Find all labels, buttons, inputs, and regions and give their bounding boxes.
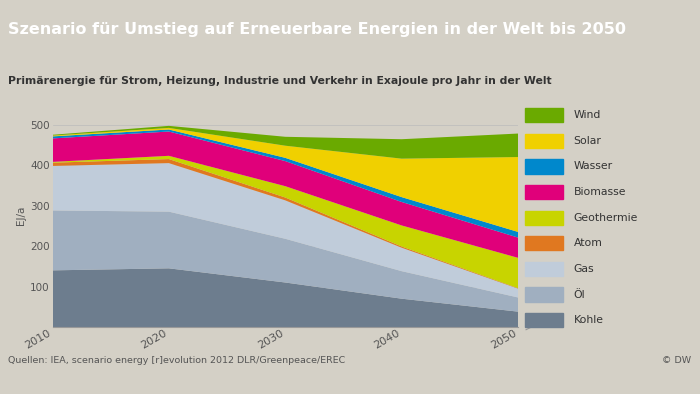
Bar	[525, 288, 564, 301]
Text: Öl: Öl	[573, 290, 585, 299]
Bar	[525, 262, 564, 276]
Bar	[525, 236, 564, 250]
Text: © DW: © DW	[662, 356, 692, 365]
Text: Gas: Gas	[573, 264, 594, 274]
Text: Wasser: Wasser	[573, 162, 612, 171]
Text: Atom: Atom	[573, 238, 603, 248]
Text: Szenario für Umstieg auf Erneuerbare Energien in der Welt bis 2050: Szenario für Umstieg auf Erneuerbare Ene…	[8, 22, 626, 37]
Text: Biomasse: Biomasse	[573, 187, 626, 197]
Text: Geothermie: Geothermie	[573, 213, 638, 223]
Text: Wind: Wind	[573, 110, 601, 120]
Bar	[525, 211, 564, 225]
Text: Kohle: Kohle	[573, 315, 603, 325]
Bar	[525, 185, 564, 199]
Bar	[525, 108, 564, 122]
Text: Primärenergie für Strom, Heizung, Industrie und Verkehr in Exajoule pro Jahr in : Primärenergie für Strom, Heizung, Indust…	[8, 76, 552, 86]
Bar	[525, 134, 564, 148]
Bar	[525, 313, 564, 327]
Y-axis label: EJ/a: EJ/a	[16, 206, 26, 225]
Text: Solar: Solar	[573, 136, 601, 146]
Text: Quellen: IEA, scenario energy [r]evolution 2012 DLR/Greenpeace/EREC: Quellen: IEA, scenario energy [r]evoluti…	[8, 356, 346, 365]
Bar	[525, 160, 564, 173]
